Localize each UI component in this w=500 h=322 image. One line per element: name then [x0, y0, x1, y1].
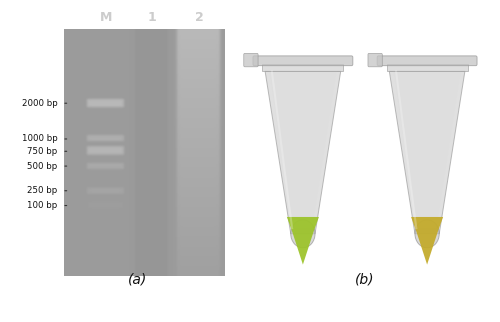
Text: 2: 2 — [194, 11, 203, 24]
Text: (a): (a) — [128, 273, 148, 287]
Text: M: M — [100, 11, 112, 24]
Polygon shape — [390, 71, 465, 234]
FancyBboxPatch shape — [377, 56, 477, 66]
Text: 1: 1 — [148, 11, 156, 24]
Text: 500 bp: 500 bp — [27, 162, 58, 171]
Ellipse shape — [415, 220, 440, 248]
Polygon shape — [287, 217, 319, 265]
Bar — [386, 64, 468, 71]
Ellipse shape — [291, 220, 315, 248]
Polygon shape — [411, 217, 443, 265]
Text: 1: 1 — [297, 26, 308, 44]
FancyBboxPatch shape — [368, 53, 382, 67]
Text: 100 bp: 100 bp — [27, 201, 58, 210]
Polygon shape — [269, 71, 336, 228]
FancyBboxPatch shape — [253, 56, 353, 66]
Text: 2000 bp: 2000 bp — [22, 99, 58, 108]
Text: 750 bp: 750 bp — [27, 147, 58, 156]
Polygon shape — [265, 71, 340, 234]
Text: 1000 bp: 1000 bp — [22, 135, 58, 144]
Text: (b): (b) — [355, 273, 375, 287]
Bar — [262, 64, 344, 71]
Text: 250 bp: 250 bp — [27, 186, 58, 195]
Text: 2: 2 — [422, 26, 433, 44]
Polygon shape — [394, 71, 461, 228]
FancyBboxPatch shape — [244, 53, 258, 67]
